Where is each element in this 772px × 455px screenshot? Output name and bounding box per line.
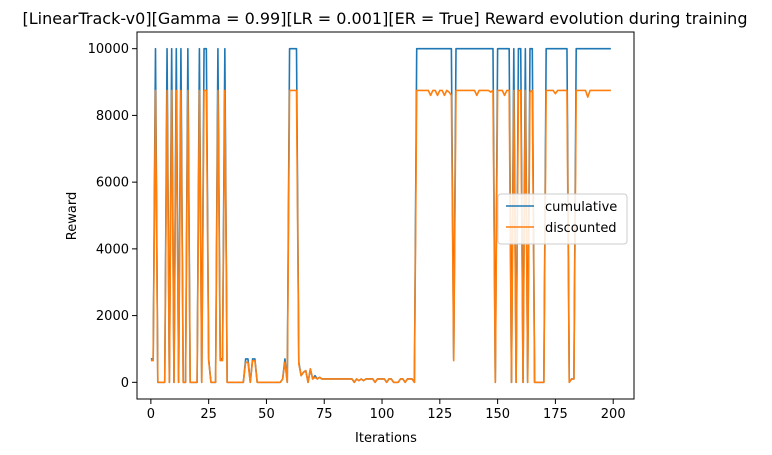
y-tick-label: 0 [121,376,129,391]
x-tick-label: 150 [485,407,510,422]
legend: cumulative discounted [497,193,628,245]
y-axis-label: Reward [65,192,80,240]
series-lines [150,47,611,384]
x-axis-ticks: 0 25 50 75 100 125 150 175 200 [147,399,626,422]
y-axis-ticks: 0 2000 4000 6000 8000 10000 [88,42,137,391]
y-tick-label: 6000 [96,176,129,191]
legend-label-discounted: discounted [545,221,617,236]
x-tick-label: 75 [316,407,333,422]
y-tick-label: 10000 [88,42,129,57]
x-tick-label: 50 [258,407,275,422]
legend-label-cumulative: cumulative [545,200,617,215]
y-tick-label: 2000 [96,309,129,324]
y-tick-label: 8000 [96,109,129,124]
x-tick-label: 125 [427,407,452,422]
series-line-discounted [150,89,611,384]
x-tick-label: 200 [601,407,626,422]
x-tick-label: 100 [370,407,395,422]
plot-frame [136,31,635,400]
x-tick-label: 25 [200,407,217,422]
y-tick-label: 4000 [96,242,129,257]
x-tick-label: 175 [543,407,568,422]
chart-title: [LinearTrack-v0][Gamma = 0.99][LR = 0.00… [23,9,748,28]
x-axis-label: Iterations [355,431,417,446]
x-tick-label: 0 [147,407,155,422]
